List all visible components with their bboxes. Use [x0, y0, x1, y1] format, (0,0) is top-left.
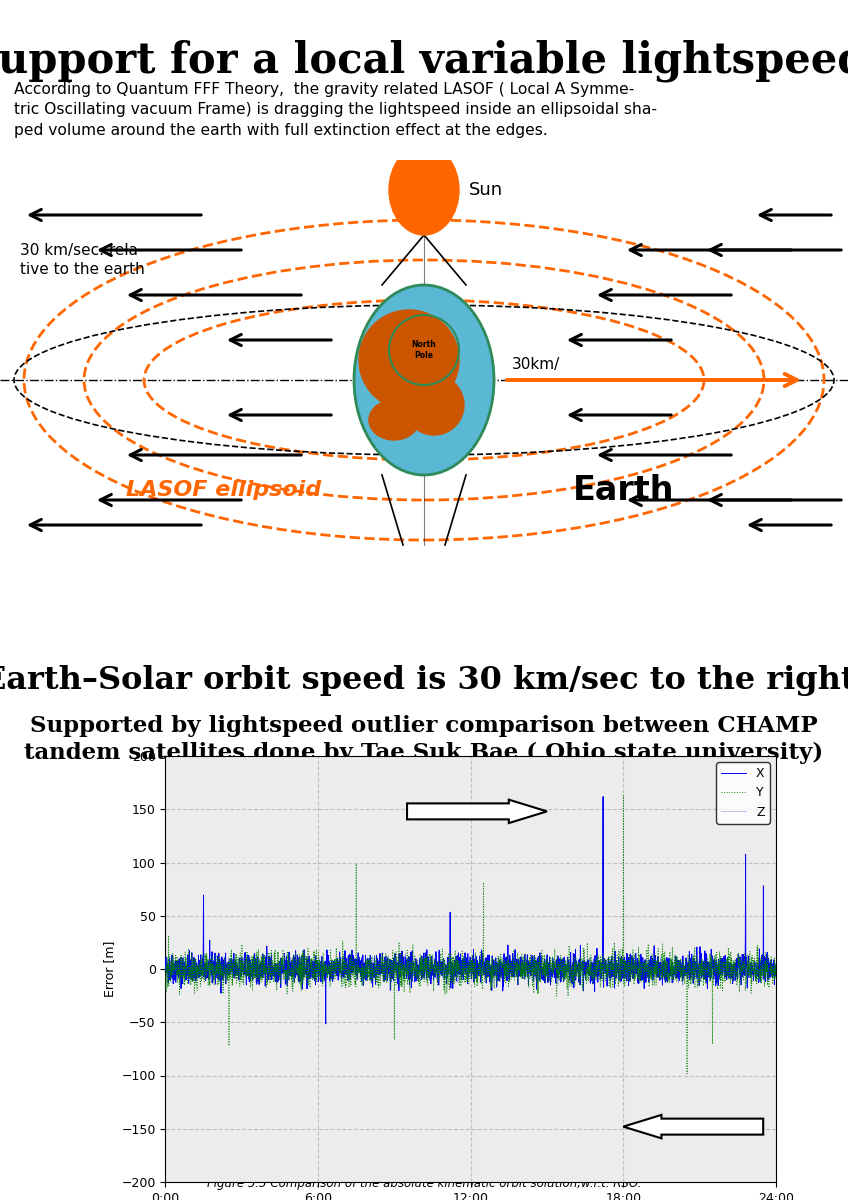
Y	[618, 787, 628, 802]
Ellipse shape	[354, 284, 494, 475]
Y	[160, 980, 170, 995]
Z	[664, 966, 674, 980]
Line: Z: Z	[165, 954, 776, 985]
Ellipse shape	[389, 145, 459, 235]
Text: North
Pole: North Pole	[411, 341, 437, 360]
FancyArrow shape	[407, 799, 547, 823]
Y	[586, 956, 596, 971]
Z	[354, 961, 364, 976]
X	[771, 964, 781, 978]
X	[547, 959, 557, 973]
Line: X: X	[165, 797, 776, 1024]
X	[587, 973, 597, 988]
Text: 30km/: 30km/	[512, 358, 561, 372]
Text: Earth: Earth	[573, 474, 675, 506]
Y	[586, 960, 596, 974]
Y-axis label: Error [m]: Error [m]	[103, 941, 115, 997]
Z	[586, 956, 596, 971]
Z	[547, 965, 557, 979]
Y	[619, 968, 629, 983]
Text: Support for a local variable lightspeed.: Support for a local variable lightspeed.	[0, 40, 848, 83]
Text: Figure 5.3 Comparison of the absolute kinematic orbit solution,w.r.t. RSO.: Figure 5.3 Comparison of the absolute ki…	[207, 1177, 641, 1190]
Y	[354, 964, 364, 978]
X	[598, 790, 608, 804]
Legend: X, Y, Z: X, Y, Z	[716, 762, 770, 823]
Z	[587, 958, 597, 972]
Text: A clear example of GPS failure for sat-sat signals at
higher altitudes ( CHAMP: : A clear example of GPS failure for sat-s…	[217, 766, 631, 862]
Z	[771, 965, 781, 979]
Line: Y: Y	[165, 794, 776, 1074]
Y	[771, 954, 781, 968]
Z	[160, 961, 170, 976]
Text: 30 km/sec. rela-
tive to the earth: 30 km/sec. rela- tive to the earth	[20, 244, 145, 277]
X	[354, 962, 365, 977]
Z	[619, 956, 629, 971]
X	[619, 950, 629, 965]
Ellipse shape	[359, 310, 459, 410]
Z	[400, 947, 410, 961]
FancyArrow shape	[623, 1115, 763, 1139]
Text: Earth–Solar orbit speed is 30 km/sec to the right.: Earth–Solar orbit speed is 30 km/sec to …	[0, 665, 848, 696]
Ellipse shape	[404, 374, 464, 434]
Text: According to Quantum FFF Theory,  the gravity related LASOF ( Local A Symme-
tri: According to Quantum FFF Theory, the gra…	[14, 82, 657, 138]
X	[321, 1016, 331, 1031]
Text: Supported by lightspeed outlier comparison between CHAMP
tandem satellites done : Supported by lightspeed outlier comparis…	[25, 715, 823, 764]
Text: LASOF ellipsoid: LASOF ellipsoid	[126, 480, 321, 500]
X	[586, 955, 596, 970]
Z	[678, 978, 688, 992]
Y	[682, 1067, 692, 1081]
Y	[664, 965, 674, 979]
Y	[547, 956, 557, 971]
X	[664, 972, 674, 986]
Ellipse shape	[369, 400, 419, 440]
X	[160, 958, 170, 972]
Text: Sun: Sun	[469, 181, 503, 199]
